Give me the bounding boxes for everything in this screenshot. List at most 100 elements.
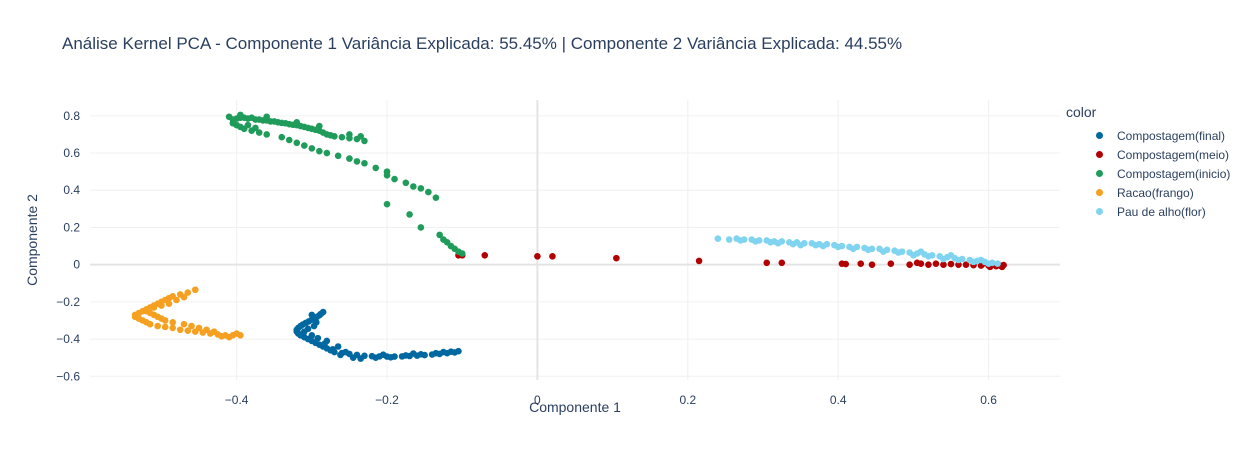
data-point (210, 328, 218, 335)
data-point (417, 351, 425, 358)
data-point (789, 240, 797, 248)
data-point (737, 237, 744, 244)
data-point (962, 261, 970, 268)
data-point (834, 243, 842, 251)
data-point (308, 311, 316, 319)
data-point (425, 188, 432, 196)
grid-lines (90, 100, 1060, 380)
data-point (458, 250, 466, 257)
data-point (534, 252, 541, 260)
data-points (131, 111, 1007, 362)
y-tick-label: 0.4 (63, 183, 80, 197)
data-point (293, 139, 301, 147)
data-point (402, 352, 410, 359)
data-point (432, 194, 440, 201)
data-point (342, 348, 349, 356)
data-point (917, 260, 925, 268)
data-point (977, 256, 985, 264)
data-point (346, 155, 353, 162)
legend-label: Compostagem(meio) (1117, 147, 1230, 162)
tick-labels: −0.4 −0.2 0 0.2 0.4 0.6 −0.6 −0.4 −0.2 0 0.2 0.4 0.6… (56, 109, 997, 407)
data-point (842, 260, 849, 268)
data-point (481, 252, 489, 259)
data-point (379, 351, 387, 358)
data-point (158, 302, 165, 309)
data-point (410, 183, 417, 190)
legend-item-compostagem-final[interactable]: Compostagem(final) (1066, 126, 1230, 145)
legend-item-compostagem-meio[interactable]: Compostagem(meio) (1066, 145, 1230, 164)
data-point (725, 236, 733, 243)
data-point (285, 136, 293, 144)
data-point (857, 260, 865, 268)
data-point (440, 348, 447, 356)
x-tick-label: −0.2 (375, 393, 399, 407)
data-point (346, 131, 353, 138)
data-point (338, 133, 346, 141)
series-group (225, 111, 466, 257)
data-point (263, 113, 271, 121)
data-point (233, 330, 240, 337)
data-point (812, 241, 819, 249)
data-point (316, 122, 323, 130)
data-point (436, 231, 443, 239)
data-point (161, 317, 169, 324)
data-point (308, 145, 316, 152)
data-point (447, 348, 455, 356)
data-point (797, 241, 804, 249)
data-point (887, 260, 895, 268)
chart-title: Análise Kernel PCA - Componente 1 Variân… (62, 34, 903, 53)
series-group (131, 286, 244, 341)
data-point (391, 175, 398, 183)
data-point (357, 132, 364, 140)
data-point (947, 252, 955, 259)
data-point (970, 258, 977, 266)
data-point (180, 293, 188, 301)
data-point (329, 346, 337, 353)
data-point (237, 111, 244, 119)
data-point (402, 179, 410, 187)
data-point (940, 255, 947, 263)
y-tick-label: 0.2 (63, 220, 80, 234)
data-point (169, 319, 177, 326)
data-point (225, 113, 233, 121)
data-point (191, 286, 199, 294)
data-point (864, 246, 872, 254)
data-point (169, 324, 177, 332)
data-point (321, 340, 328, 348)
series-group (293, 308, 462, 362)
legend-item-compostagem-inicio[interactable]: Compostagem(inicio) (1066, 164, 1230, 183)
data-point (455, 347, 462, 355)
data-point (353, 158, 361, 165)
legend-marker (1096, 132, 1103, 139)
legend-item-racao-frango[interactable]: Racao(frango) (1066, 183, 1230, 202)
x-tick-label: 0.6 (980, 393, 997, 407)
data-point (349, 354, 357, 361)
legend-marker (1096, 151, 1103, 158)
legend-item-pau-de-alho-flor[interactable]: Pau de alho(flor) (1066, 202, 1230, 221)
data-point (154, 322, 161, 330)
legend-marker (1096, 189, 1103, 196)
data-point (173, 296, 180, 304)
data-point (778, 259, 786, 267)
y-tick-label: 0.6 (63, 146, 80, 160)
data-point (323, 149, 331, 157)
data-point (314, 334, 322, 342)
data-point (293, 119, 301, 126)
data-point (301, 328, 308, 335)
data-point (150, 304, 158, 311)
data-point (955, 261, 962, 268)
y-tick-label: −0.4 (56, 332, 80, 346)
data-point (917, 248, 925, 255)
data-point (767, 239, 774, 246)
data-point (868, 261, 876, 268)
data-point (763, 259, 771, 267)
data-point (188, 322, 195, 330)
data-point (372, 164, 380, 172)
data-point (955, 256, 962, 264)
data-point (301, 142, 308, 149)
data-point (383, 172, 391, 179)
data-point (819, 242, 827, 250)
data-point (387, 354, 395, 361)
data-point (165, 300, 173, 308)
data-point (925, 261, 932, 268)
